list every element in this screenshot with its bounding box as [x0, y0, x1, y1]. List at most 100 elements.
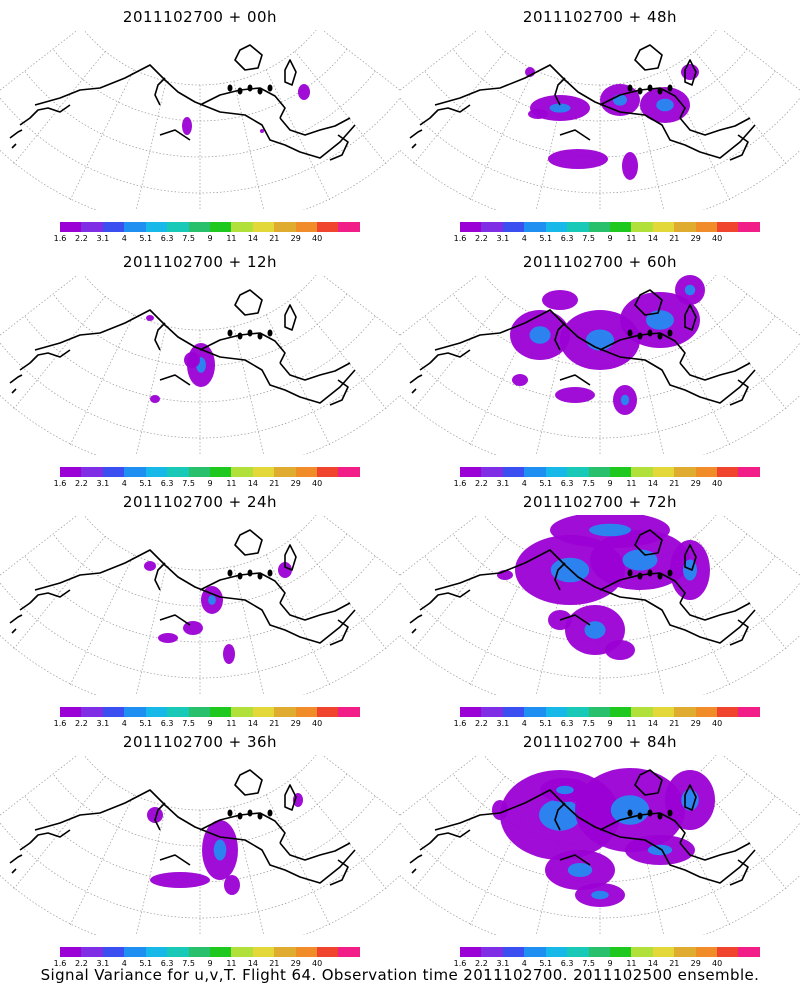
colorbar-tick-label: 14	[647, 479, 658, 488]
island	[247, 329, 253, 337]
variance-contour	[647, 844, 673, 856]
latitude-gridline	[0, 582, 400, 679]
island	[647, 329, 653, 337]
variance-contour	[622, 152, 638, 180]
colorbar-tick-label: 11	[626, 959, 637, 968]
latitude-gridline	[400, 342, 800, 439]
coastline	[9, 374, 23, 394]
colorbar-tick-label: 7.5	[582, 234, 595, 243]
colorbar-tick-label: 40	[312, 479, 323, 488]
colorbar-swatch	[502, 222, 525, 232]
colorbar-swatch	[145, 467, 168, 477]
latitude-gridline	[400, 394, 800, 455]
colorbar-swatch	[274, 222, 296, 232]
coastline	[159, 854, 191, 866]
coastline	[19, 829, 71, 851]
colorbar-swatch	[167, 222, 189, 232]
variance-contour	[529, 326, 551, 344]
colorbar-tick-label: 7.5	[582, 959, 595, 968]
coastline	[154, 562, 166, 591]
colorbar-swatch	[252, 467, 275, 477]
colorbar-tick-label: 29	[290, 959, 301, 968]
island	[227, 569, 233, 577]
island	[657, 332, 663, 340]
coastline	[19, 104, 71, 126]
latitude-gridline	[400, 149, 800, 210]
coastline	[684, 544, 697, 571]
latitude-gridline	[483, 30, 717, 86]
latitude-gridline	[83, 755, 317, 811]
colorbar-tick-label: 21	[269, 234, 280, 243]
coastline	[419, 829, 471, 851]
longitude-gridline	[265, 69, 331, 201]
coastline	[419, 349, 471, 371]
map-panel: 2011102700 + 36h 1.6 2.2 3.1 4 5.1 6.3 7.5 9 11 14…	[0, 725, 400, 970]
colorbar-swatch	[481, 947, 503, 957]
colorbar-swatch	[167, 947, 189, 957]
colorbar-labels: 1.6 2.2 3.1 4 5.1 6.3 7.5 9 11 14 21 29 40	[454, 479, 760, 491]
colorbar-tick-label: 21	[669, 959, 680, 968]
coastline	[154, 322, 166, 351]
colorbar-tick-label: 40	[712, 234, 723, 243]
colorbar-tick-label: 9	[207, 234, 213, 243]
coastline	[234, 769, 263, 796]
coastline	[409, 614, 423, 634]
latitude-gridline	[400, 634, 800, 695]
colorbar-tick-label: 9	[207, 719, 213, 728]
longitude-gridline	[721, 755, 800, 816]
colorbar-swatch	[481, 707, 503, 717]
island	[637, 572, 643, 580]
map-plot	[0, 755, 400, 935]
colorbar-tick-label: 2.2	[75, 234, 88, 243]
colorbar-swatch	[274, 467, 296, 477]
colorbar-tick-label: 14	[647, 234, 658, 243]
map-panel: 2011102700 + 72h 1.6 2.2 3.1 4 5.1 6.3 7.5 9 11 14…	[400, 485, 800, 730]
colorbar-tick-label: 21	[269, 479, 280, 488]
latitude-gridline	[0, 634, 400, 695]
coastline	[234, 529, 263, 556]
coastline	[434, 309, 756, 404]
colorbar-tick-label: 3.1	[496, 959, 510, 968]
colorbar-swatch	[252, 222, 275, 232]
island	[227, 329, 233, 337]
variance-contour	[591, 890, 609, 900]
island	[657, 812, 663, 820]
colorbar-tick-label: 3.1	[96, 719, 110, 728]
colorbar-swatch	[295, 467, 318, 477]
map-plot	[0, 515, 400, 695]
colorbar-swatch	[717, 467, 739, 477]
longitude-gridline	[694, 296, 787, 409]
latitude-gridline	[400, 822, 800, 919]
colorbar-tick-label: 5.1	[539, 234, 553, 243]
variance-contour	[542, 290, 578, 310]
coastline	[679, 602, 751, 621]
map-panel: 2011102700 + 12h 1.6 2.2 3.1 4 5.1 6.3 7.5 9 11 14…	[0, 245, 400, 490]
longitude-gridline	[233, 81, 265, 210]
colorbar-tick-label: 4	[521, 234, 527, 243]
island	[267, 569, 273, 577]
variance-contour	[298, 84, 310, 100]
colorbar-labels: 1.6 2.2 3.1 4 5.1 6.3 7.5 9 11 14 21 29 40	[54, 479, 360, 491]
colorbar-tick-label: 21	[269, 719, 280, 728]
colorbar-swatch	[231, 947, 253, 957]
colorbar-swatch	[60, 707, 82, 717]
colorbar-tick-label: 21	[269, 959, 280, 968]
colorbar-tick-label: 2.2	[75, 719, 88, 728]
island	[237, 332, 243, 340]
longitude-gridline	[294, 536, 387, 649]
colorbar-tick-label: 11	[626, 479, 637, 488]
variance-contour	[146, 315, 154, 321]
colorbar-tick-label: 2.2	[475, 959, 488, 968]
colorbar-tick-label: 1.6	[53, 234, 67, 243]
coastline	[559, 374, 591, 386]
colorbar-tick-label: 7.5	[182, 234, 195, 243]
map-plot	[400, 755, 800, 935]
colorbar-tick-label: 11	[626, 234, 637, 243]
longitude-gridline	[135, 806, 167, 935]
coastline	[634, 769, 663, 796]
colorbar-swatch	[502, 707, 525, 717]
colorbar-tick-label: 2.2	[75, 479, 88, 488]
longitude-gridline	[413, 536, 506, 649]
colorbar-swatch	[567, 947, 589, 957]
colorbar-swatch	[81, 222, 103, 232]
